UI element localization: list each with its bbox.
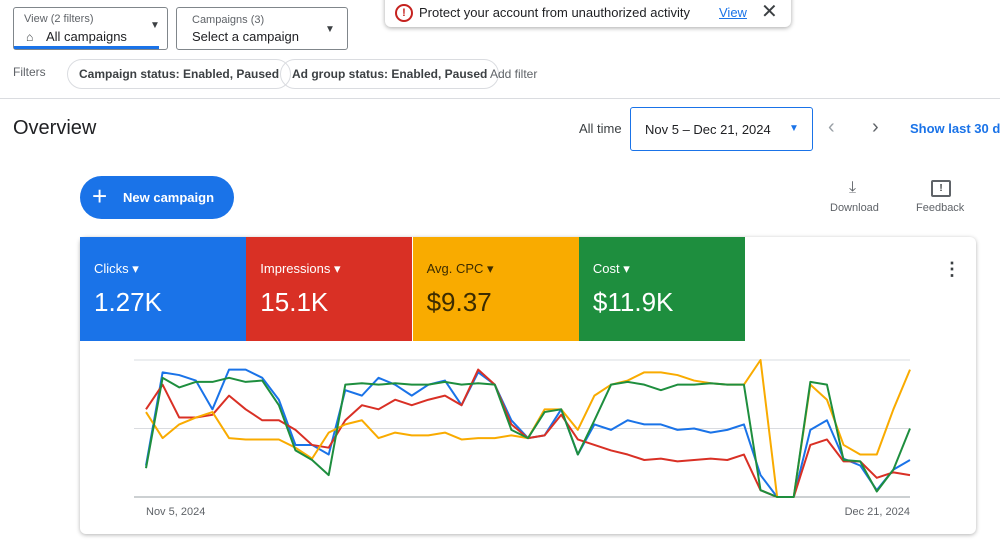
metric-value: $9.37 [426,287,492,317]
show-last-link[interactable]: Show last 30 da [910,121,1000,136]
more-menu[interactable]: ⋮ [943,259,961,279]
underline [14,46,159,49]
date-picker[interactable]: Nov 5 – Dec 21, 2024 ▼ [630,107,813,151]
alert-text: Protect your account from unauthorized a… [419,5,690,20]
download-button[interactable]: Download [830,202,879,214]
caret: ▼ [150,20,160,31]
x-tick-label: Nov 5, 2024 [146,506,205,518]
button-label: New campaign [123,190,215,205]
caret: ▾ [619,261,630,276]
campaigns-label: Campaigns (3) [192,14,265,26]
series-line [145,376,911,498]
filters-label: Filters [13,65,46,79]
next-button[interactable]: › [872,116,879,138]
metric-tile[interactable]: Impressions ▾ 15.1K [246,237,413,341]
x-tick-label: Dec 21, 2024 [845,506,910,518]
new-campaign-button[interactable]: + New campaign [80,176,234,219]
metric-label: Avg. CPC ▾ [426,261,494,276]
alert-link[interactable]: View [719,5,747,20]
caret: ▾ [330,261,341,276]
alert-icon: ! [395,4,413,22]
metric-value: 15.1K [260,287,329,317]
caret: ▾ [483,261,494,276]
download-icon: ⤓ [849,179,857,196]
metric-tile[interactable]: Clicks ▾ 1.27K [80,237,246,341]
view-dropdown[interactable]: View (2 filters) All campaigns ⌂ ▼ [13,7,168,50]
close-button[interactable]: ✕ [761,1,778,23]
metric-tile[interactable]: Avg. CPC ▾ $9.37 [412,237,579,341]
caret: ▼ [325,24,335,35]
view-label: View (2 filters) [24,13,94,25]
add-filter[interactable]: Add filter [490,67,538,81]
metric-label: Cost ▾ [592,261,630,276]
home-icon: ⌂ [26,30,34,44]
overview-title: Overview [13,117,97,139]
series-line [145,368,911,498]
feedback-icon: ! [931,180,951,197]
campaigns-value: Select a campaign [192,29,299,44]
divider [0,98,1000,99]
feedback-button[interactable]: Feedback [916,202,965,214]
plus-icon: + [92,181,108,211]
metric-label: Impressions ▾ [260,261,341,276]
metric-tile[interactable]: Cost ▾ $11.9K [578,237,745,341]
campaigns-dropdown[interactable]: Campaigns (3) Select a campaign ▼ [176,7,348,50]
series-line [145,368,911,498]
alert-banner: ! Protect your account from unauthorized… [385,0,791,27]
filter-chip[interactable]: Ad group status: Enabled, Paused [280,59,500,89]
metric-label: Clicks ▾ [94,261,139,276]
range-label: All time [579,121,622,136]
prev-button[interactable]: ‹ [828,116,835,138]
caret: ▾ [128,261,139,276]
metric-value: 1.27K [94,287,162,317]
metric-value: $11.9K [592,287,674,317]
caret: ▼ [789,123,799,134]
date-range: Nov 5 – Dec 21, 2024 [645,122,771,137]
view-value: All campaigns [46,29,127,44]
